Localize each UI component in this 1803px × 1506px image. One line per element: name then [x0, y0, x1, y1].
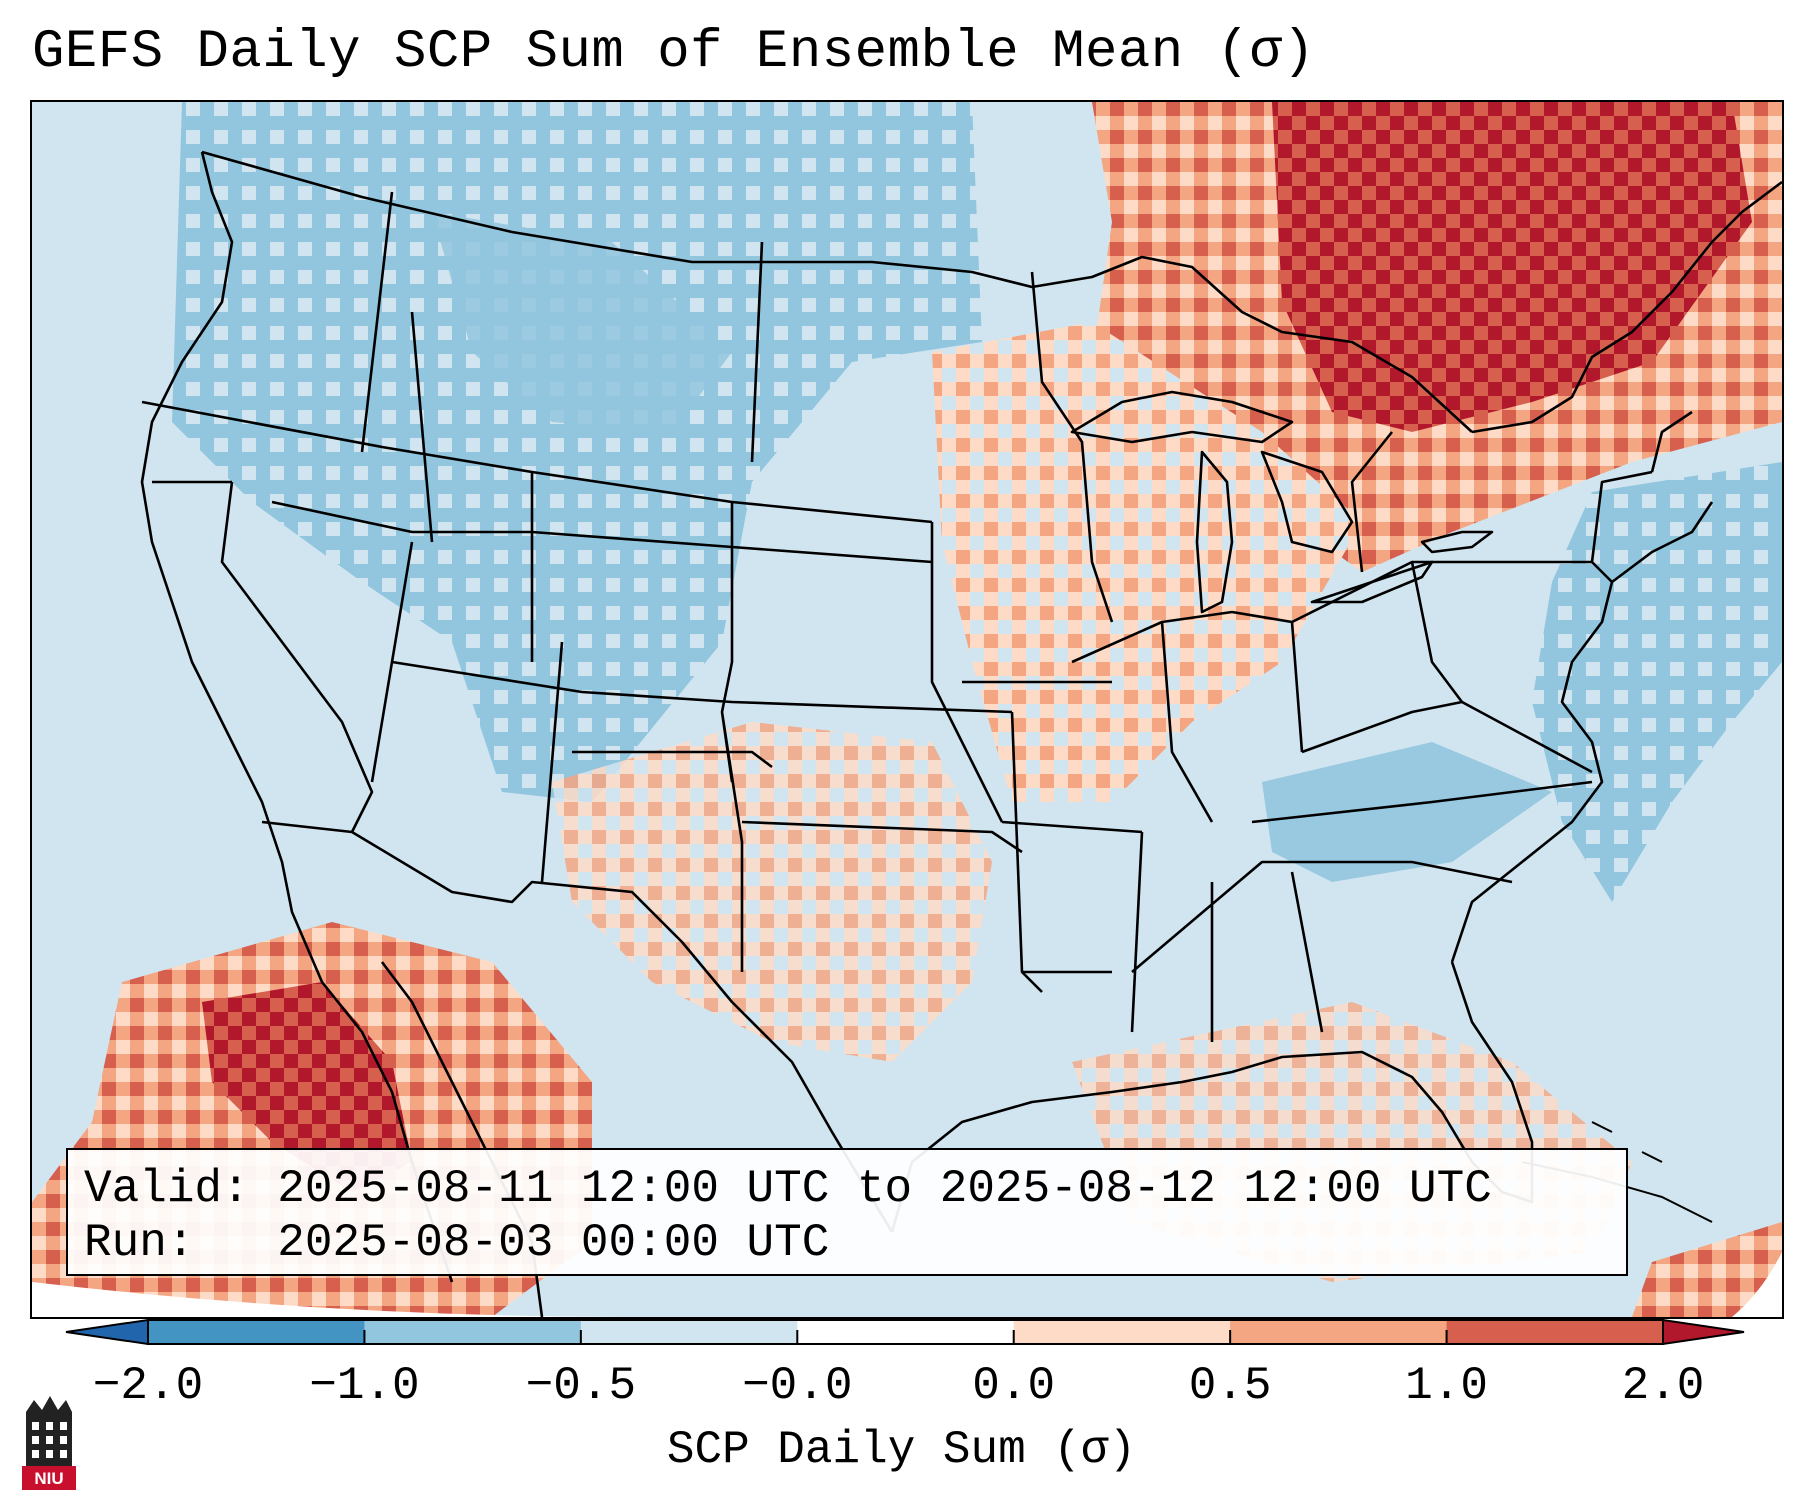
- colorbar-segment: [580, 1320, 798, 1344]
- colorbar-ticks: [147, 1330, 1664, 1344]
- colorbar-segment: [797, 1320, 1015, 1344]
- colorbar-segments: [65, 1318, 1745, 1346]
- colorbar-segment: [1230, 1320, 1448, 1344]
- colorbar-segment: [1013, 1320, 1231, 1344]
- projection-edge: [32, 1282, 632, 1317]
- colorbar-segment: [148, 1320, 365, 1344]
- colorbar-segment: [364, 1320, 582, 1344]
- lake-michigan: [1195, 450, 1234, 614]
- canada-border-east: [1471, 180, 1782, 434]
- colorbar-tick-label: −0.5: [525, 1360, 637, 1412]
- northwest-negative-area: [172, 102, 982, 802]
- colorbar-tick-label: 0.5: [1188, 1360, 1272, 1412]
- atlantic-coastline: [1450, 501, 1714, 963]
- niu-logo: NIU: [22, 1396, 76, 1490]
- projection-edge-right: [1732, 1252, 1782, 1317]
- lake-huron: [1260, 450, 1354, 554]
- northwest-core-negative: [432, 212, 732, 432]
- colorbar-tick-label: 0.0: [972, 1360, 1056, 1412]
- logo-text: NIU: [34, 1469, 63, 1488]
- colorbar: [65, 1318, 1745, 1346]
- northeast-strong-positive: [1272, 102, 1752, 432]
- run-label: Run:: [84, 1217, 195, 1269]
- colorbar-tick-label: 1.0: [1405, 1360, 1488, 1412]
- colorbar-segment: [1446, 1320, 1664, 1344]
- map-panel: [30, 100, 1784, 1319]
- colorbar-tick-label: −1.0: [309, 1360, 420, 1412]
- carolina-negative-area: [1262, 742, 1552, 882]
- colorbar-label: SCP Daily Sum (σ): [666, 1424, 1137, 1476]
- lake-superior: [1070, 390, 1294, 444]
- colorbar-extend-high: [1662, 1318, 1745, 1346]
- lake-ontario: [1420, 530, 1494, 554]
- chart-title: GEFS Daily SCP Sum of Ensemble Mean (σ): [32, 22, 1316, 83]
- run-value: 2025-08-03 00:00 UTC: [277, 1217, 830, 1269]
- atlantic-negative-area: [1532, 462, 1782, 902]
- gulf-coastline: [890, 961, 1534, 1233]
- valid-value: 2025-08-11 12:00 UTC to 2025-08-12 12:00…: [277, 1163, 1492, 1215]
- colorbar-tick-label: 2.0: [1621, 1360, 1705, 1412]
- southern-plains-positive: [552, 722, 992, 1062]
- canada-border: [201, 150, 1473, 433]
- colorbar-extend-low: [65, 1318, 149, 1346]
- state-lines: [141, 191, 1693, 1042]
- caribbean-positive-area: [1632, 1222, 1782, 1317]
- valid-label: Valid:: [84, 1163, 250, 1215]
- map-canvas: [32, 102, 1782, 1317]
- lake-erie: [1310, 560, 1434, 604]
- mexico-strong-positive: [202, 982, 412, 1192]
- pacific-coastline: [140, 151, 324, 983]
- colorbar-tick-label: −2.0: [92, 1360, 204, 1412]
- colorbar-tick-label: −0.0: [742, 1360, 853, 1412]
- info-box: Valid: 2025-08-11 12:00 UTC to 2025-08-1…: [66, 1148, 1628, 1276]
- mexico-border: [261, 820, 894, 1233]
